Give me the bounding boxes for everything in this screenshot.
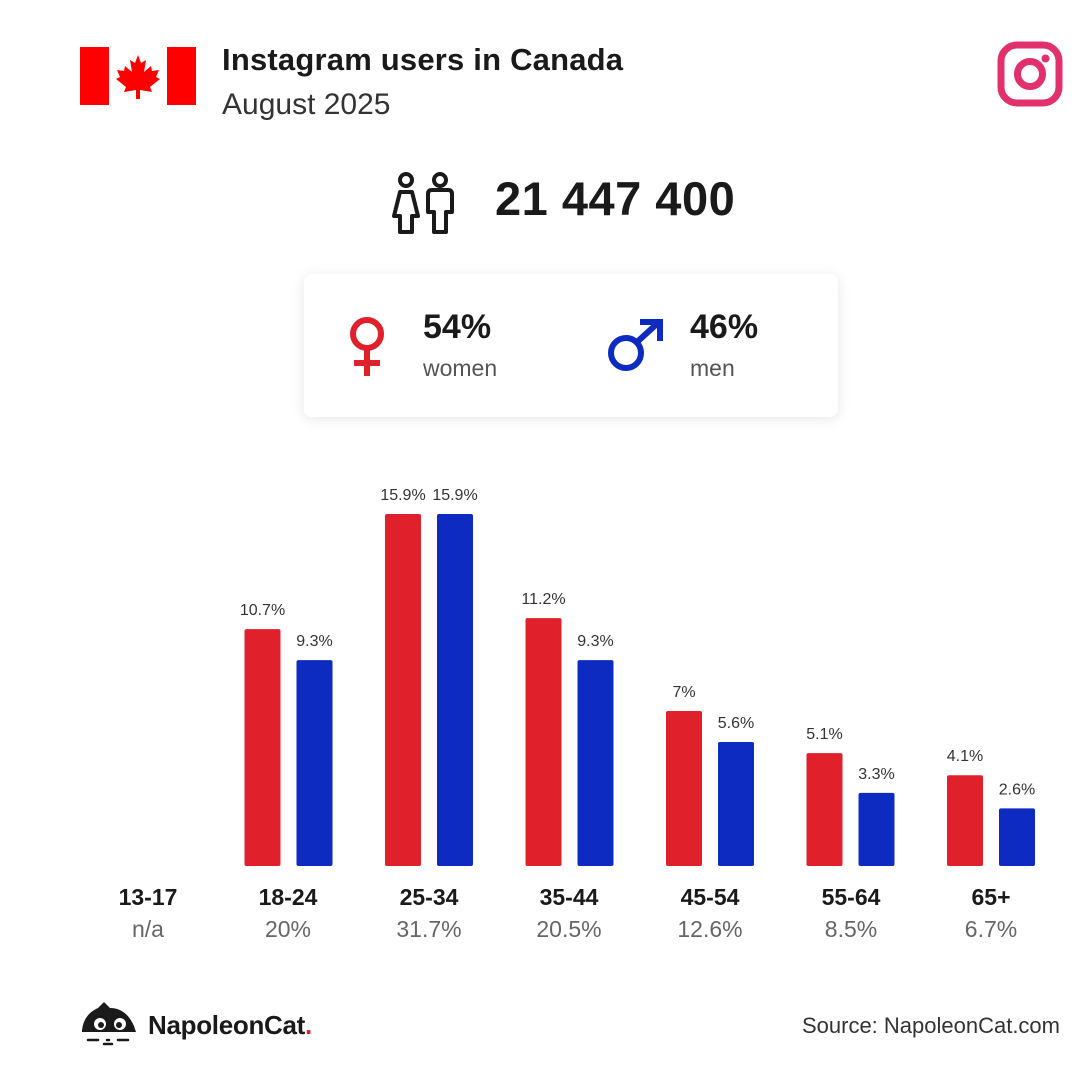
data-label-men-65+: 2.6% — [999, 781, 1035, 798]
age-group-label: 55-64 — [821, 884, 881, 910]
age-group-label: 13-17 — [118, 884, 178, 910]
age-group-share: 20% — [264, 916, 312, 942]
data-label-women-45-54: 7% — [672, 684, 695, 701]
bar-men-35-44 — [577, 660, 614, 866]
data-label-men-18-24: 9.3% — [296, 633, 332, 650]
data-label-women-55-64: 5.1% — [806, 726, 842, 743]
age-group-share: n/a — [132, 916, 164, 942]
age-gender-bar-chart: 10.7% 9.3% 15.9% 15.9% 11.2% 9.3% 7% 5.6% 5.1% 3.… — [240, 487, 1035, 866]
canada-flag-icon — [80, 47, 196, 105]
brand-name: NapoleonCat. — [148, 1010, 312, 1040]
age-group-share: 12.6% — [677, 916, 743, 942]
data-label-women-25-34: 15.9% — [380, 487, 425, 504]
bar-women-65+ — [947, 775, 983, 866]
data-label-women-65+: 4.1% — [947, 748, 983, 765]
page-title: Instagram users in Canada — [222, 42, 624, 77]
bar-men-55-64 — [858, 792, 895, 866]
bar-women-25-34 — [385, 514, 421, 866]
data-label-men-45-54: 5.6% — [718, 715, 754, 732]
age-group-share: 8.5% — [824, 916, 878, 942]
age-group-share: 31.7% — [396, 916, 462, 942]
female-symbol-icon — [350, 317, 384, 376]
age-group-label: 18-24 — [258, 884, 318, 910]
bar-women-45-54 — [666, 711, 702, 866]
bar-women-35-44 — [525, 618, 562, 866]
age-group-share: 20.5% — [536, 916, 602, 942]
data-label-men-55-64: 3.3% — [858, 766, 894, 783]
male-symbol-icon — [608, 319, 663, 371]
age-group-share: 6.7% — [964, 916, 1018, 942]
women-label: women — [423, 355, 498, 381]
total-users-count: 21 447 400 — [495, 172, 736, 225]
women-percentage: 54% — [423, 308, 492, 346]
age-group-label: 65+ — [971, 884, 1011, 910]
data-label-men-35-44: 9.3% — [577, 633, 613, 650]
napoleoncat-logo-icon — [82, 1002, 136, 1046]
bar-women-18-24 — [244, 629, 281, 866]
source-credit: Source: NapoleonCat.com — [801, 1013, 1060, 1038]
bar-men-18-24 — [296, 660, 333, 866]
age-group-label: 25-34 — [399, 884, 459, 910]
data-label-women-35-44: 11.2% — [521, 591, 565, 608]
age-group-label: 45-54 — [680, 884, 740, 910]
bar-men-45-54 — [718, 742, 754, 866]
instagram-icon — [997, 41, 1063, 107]
age-group-label: 35-44 — [539, 884, 599, 910]
bar-men-65+ — [999, 808, 1035, 866]
people-icon — [392, 172, 454, 234]
page-subtitle: August 2025 — [222, 88, 391, 121]
bar-women-55-64 — [806, 753, 843, 866]
men-label: men — [690, 355, 735, 381]
men-percentage: 46% — [690, 308, 759, 346]
bar-men-25-34 — [437, 514, 473, 866]
data-label-women-18-24: 10.7% — [240, 602, 285, 619]
data-label-men-25-34: 15.9% — [432, 487, 477, 504]
gender-split-card: 54% women 46% men — [304, 274, 838, 417]
